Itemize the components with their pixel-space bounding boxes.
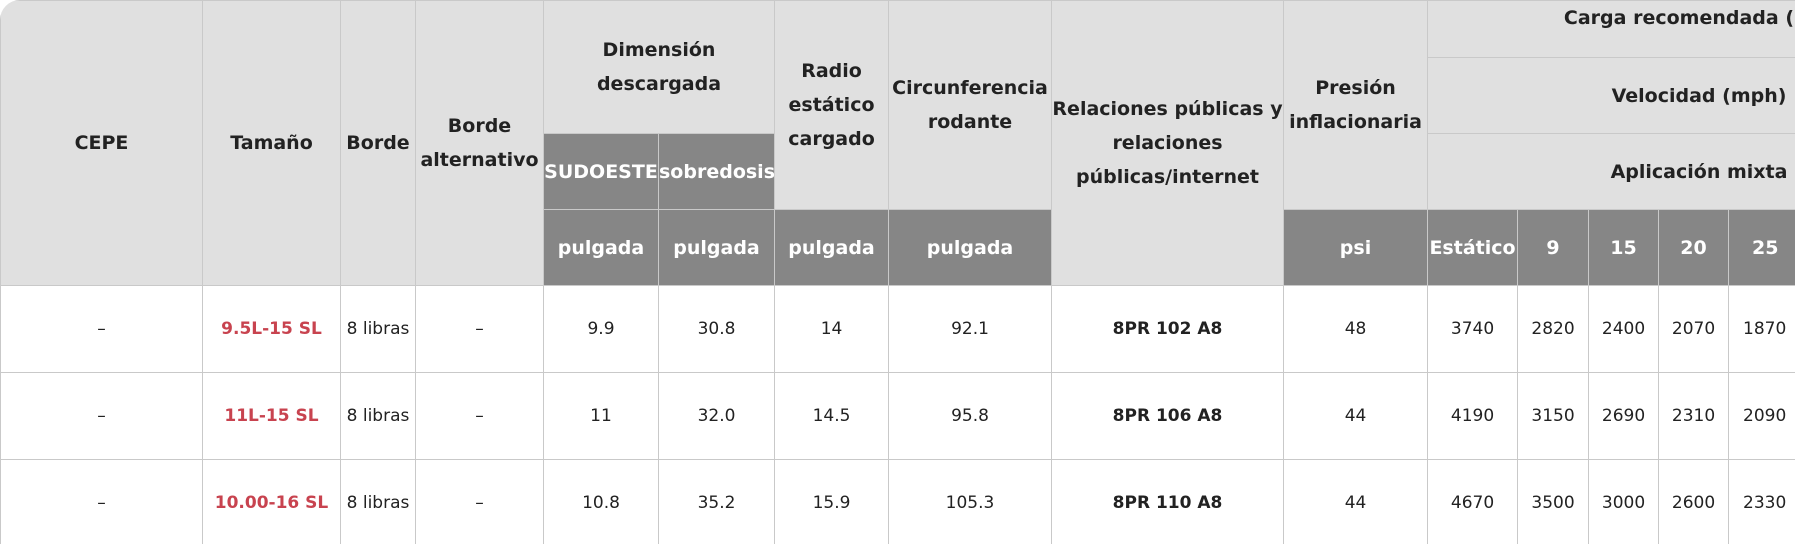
- cell-size: 10.00-16 SL: [202, 459, 341, 544]
- cell-radius: 14.5: [774, 372, 890, 460]
- cell-speed-25: 1870: [1728, 285, 1795, 373]
- cell-radius: 14: [774, 285, 890, 373]
- cell-static: 3740: [1427, 285, 1519, 373]
- cell-od: 32.0: [657, 372, 776, 460]
- cell-rim: 8 libras: [340, 459, 416, 544]
- header-pr: Relaciones públicas y relaciones pública…: [1051, 0, 1285, 286]
- cell-speed-9: 3500: [1517, 459, 1590, 544]
- header-unit-radius: pulgada: [774, 209, 890, 286]
- cell-speed-20: 2600: [1658, 459, 1730, 544]
- cell-speed-20: 2070: [1658, 285, 1730, 373]
- table-body: – 9.5L-15 SL 8 libras – 9.9 30.8 14 92.1…: [0, 285, 1795, 544]
- header-unit-psi: psi: [1283, 209, 1429, 286]
- cell-circumference: 105.3: [888, 459, 1053, 544]
- cell-rim: 8 libras: [340, 285, 416, 373]
- cell-speed-20: 2310: [1658, 372, 1730, 460]
- table-row: – 11L-15 SL 8 libras – 11 32.0 14.5 95.8…: [0, 372, 1795, 460]
- cell-size: 9.5L-15 SL: [202, 285, 341, 373]
- cell-sw: 9.9: [543, 285, 659, 373]
- cell-od: 35.2: [657, 459, 776, 544]
- header-static-radius: Radio estático cargado: [774, 0, 890, 210]
- header-rolling-circumference: Circunferencia rodante: [888, 0, 1053, 210]
- header-unloaded-dimension: Dimensión descargada: [542, 0, 776, 134]
- table-row: – 10.00-16 SL 8 libras – 10.8 35.2 15.9 …: [0, 459, 1795, 544]
- header-mixed-application: Aplicación mixta: [1427, 133, 1795, 210]
- cell-static: 4670: [1427, 459, 1519, 544]
- cell-sw: 11: [543, 372, 659, 460]
- header-load: Carga recomendada (lbs): [1427, 0, 1795, 58]
- header-speed-15: 15: [1588, 209, 1660, 286]
- header-unit-sw: pulgada: [543, 209, 659, 286]
- cell-cepe: –: [0, 285, 203, 373]
- header-speed-25: 25: [1728, 209, 1795, 286]
- cell-psi: 44: [1283, 459, 1429, 544]
- cell-size: 11L-15 SL: [202, 372, 341, 460]
- cell-speed-15: 2690: [1588, 372, 1660, 460]
- cell-static: 4190: [1427, 372, 1519, 460]
- cell-pr: 8PR 106 A8: [1051, 372, 1285, 460]
- header-alt-rim: Borde alternativo: [415, 0, 544, 286]
- table-header: CEPE Tamaño Borde Borde alternativo Dime…: [0, 0, 1795, 286]
- cell-alt-rim: –: [415, 372, 544, 460]
- cell-pr: 8PR 110 A8: [1051, 459, 1285, 544]
- cell-pr: 8PR 102 A8: [1051, 285, 1285, 373]
- cell-psi: 44: [1283, 372, 1429, 460]
- header-speed: Velocidad (mph): [1427, 57, 1795, 134]
- header-od: sobredosis: [657, 133, 776, 210]
- cell-speed-25: 2330: [1728, 459, 1795, 544]
- cell-psi: 48: [1283, 285, 1429, 373]
- cell-sw: 10.8: [543, 459, 659, 544]
- table-row: – 9.5L-15 SL 8 libras – 9.9 30.8 14 92.1…: [0, 285, 1795, 373]
- header-pressure: Presión inflacionaria: [1283, 0, 1429, 210]
- cell-alt-rim: –: [415, 285, 544, 373]
- cell-circumference: 95.8: [888, 372, 1053, 460]
- cell-rim: 8 libras: [340, 372, 416, 460]
- header-speed-20: 20: [1658, 209, 1730, 286]
- cell-circumference: 92.1: [888, 285, 1053, 373]
- cell-speed-9: 2820: [1517, 285, 1590, 373]
- header-size: Tamaño: [202, 0, 341, 286]
- header-cepe: CEPE: [0, 0, 203, 286]
- cell-radius: 15.9: [774, 459, 890, 544]
- cell-speed-9: 3150: [1517, 372, 1590, 460]
- header-rim: Borde: [340, 0, 416, 286]
- header-static: Estático: [1427, 209, 1519, 286]
- cell-cepe: –: [0, 459, 203, 544]
- cell-cepe: –: [0, 372, 203, 460]
- cell-alt-rim: –: [415, 459, 544, 544]
- header-sw: SUDOESTE: [543, 133, 659, 210]
- cell-speed-15: 3000: [1588, 459, 1660, 544]
- header-speed-9: 9: [1517, 209, 1590, 286]
- header-unit-circumference: pulgada: [888, 209, 1053, 286]
- cell-speed-15: 2400: [1588, 285, 1660, 373]
- header-unit-od: pulgada: [657, 209, 776, 286]
- cell-speed-25: 2090: [1728, 372, 1795, 460]
- cell-od: 30.8: [657, 285, 776, 373]
